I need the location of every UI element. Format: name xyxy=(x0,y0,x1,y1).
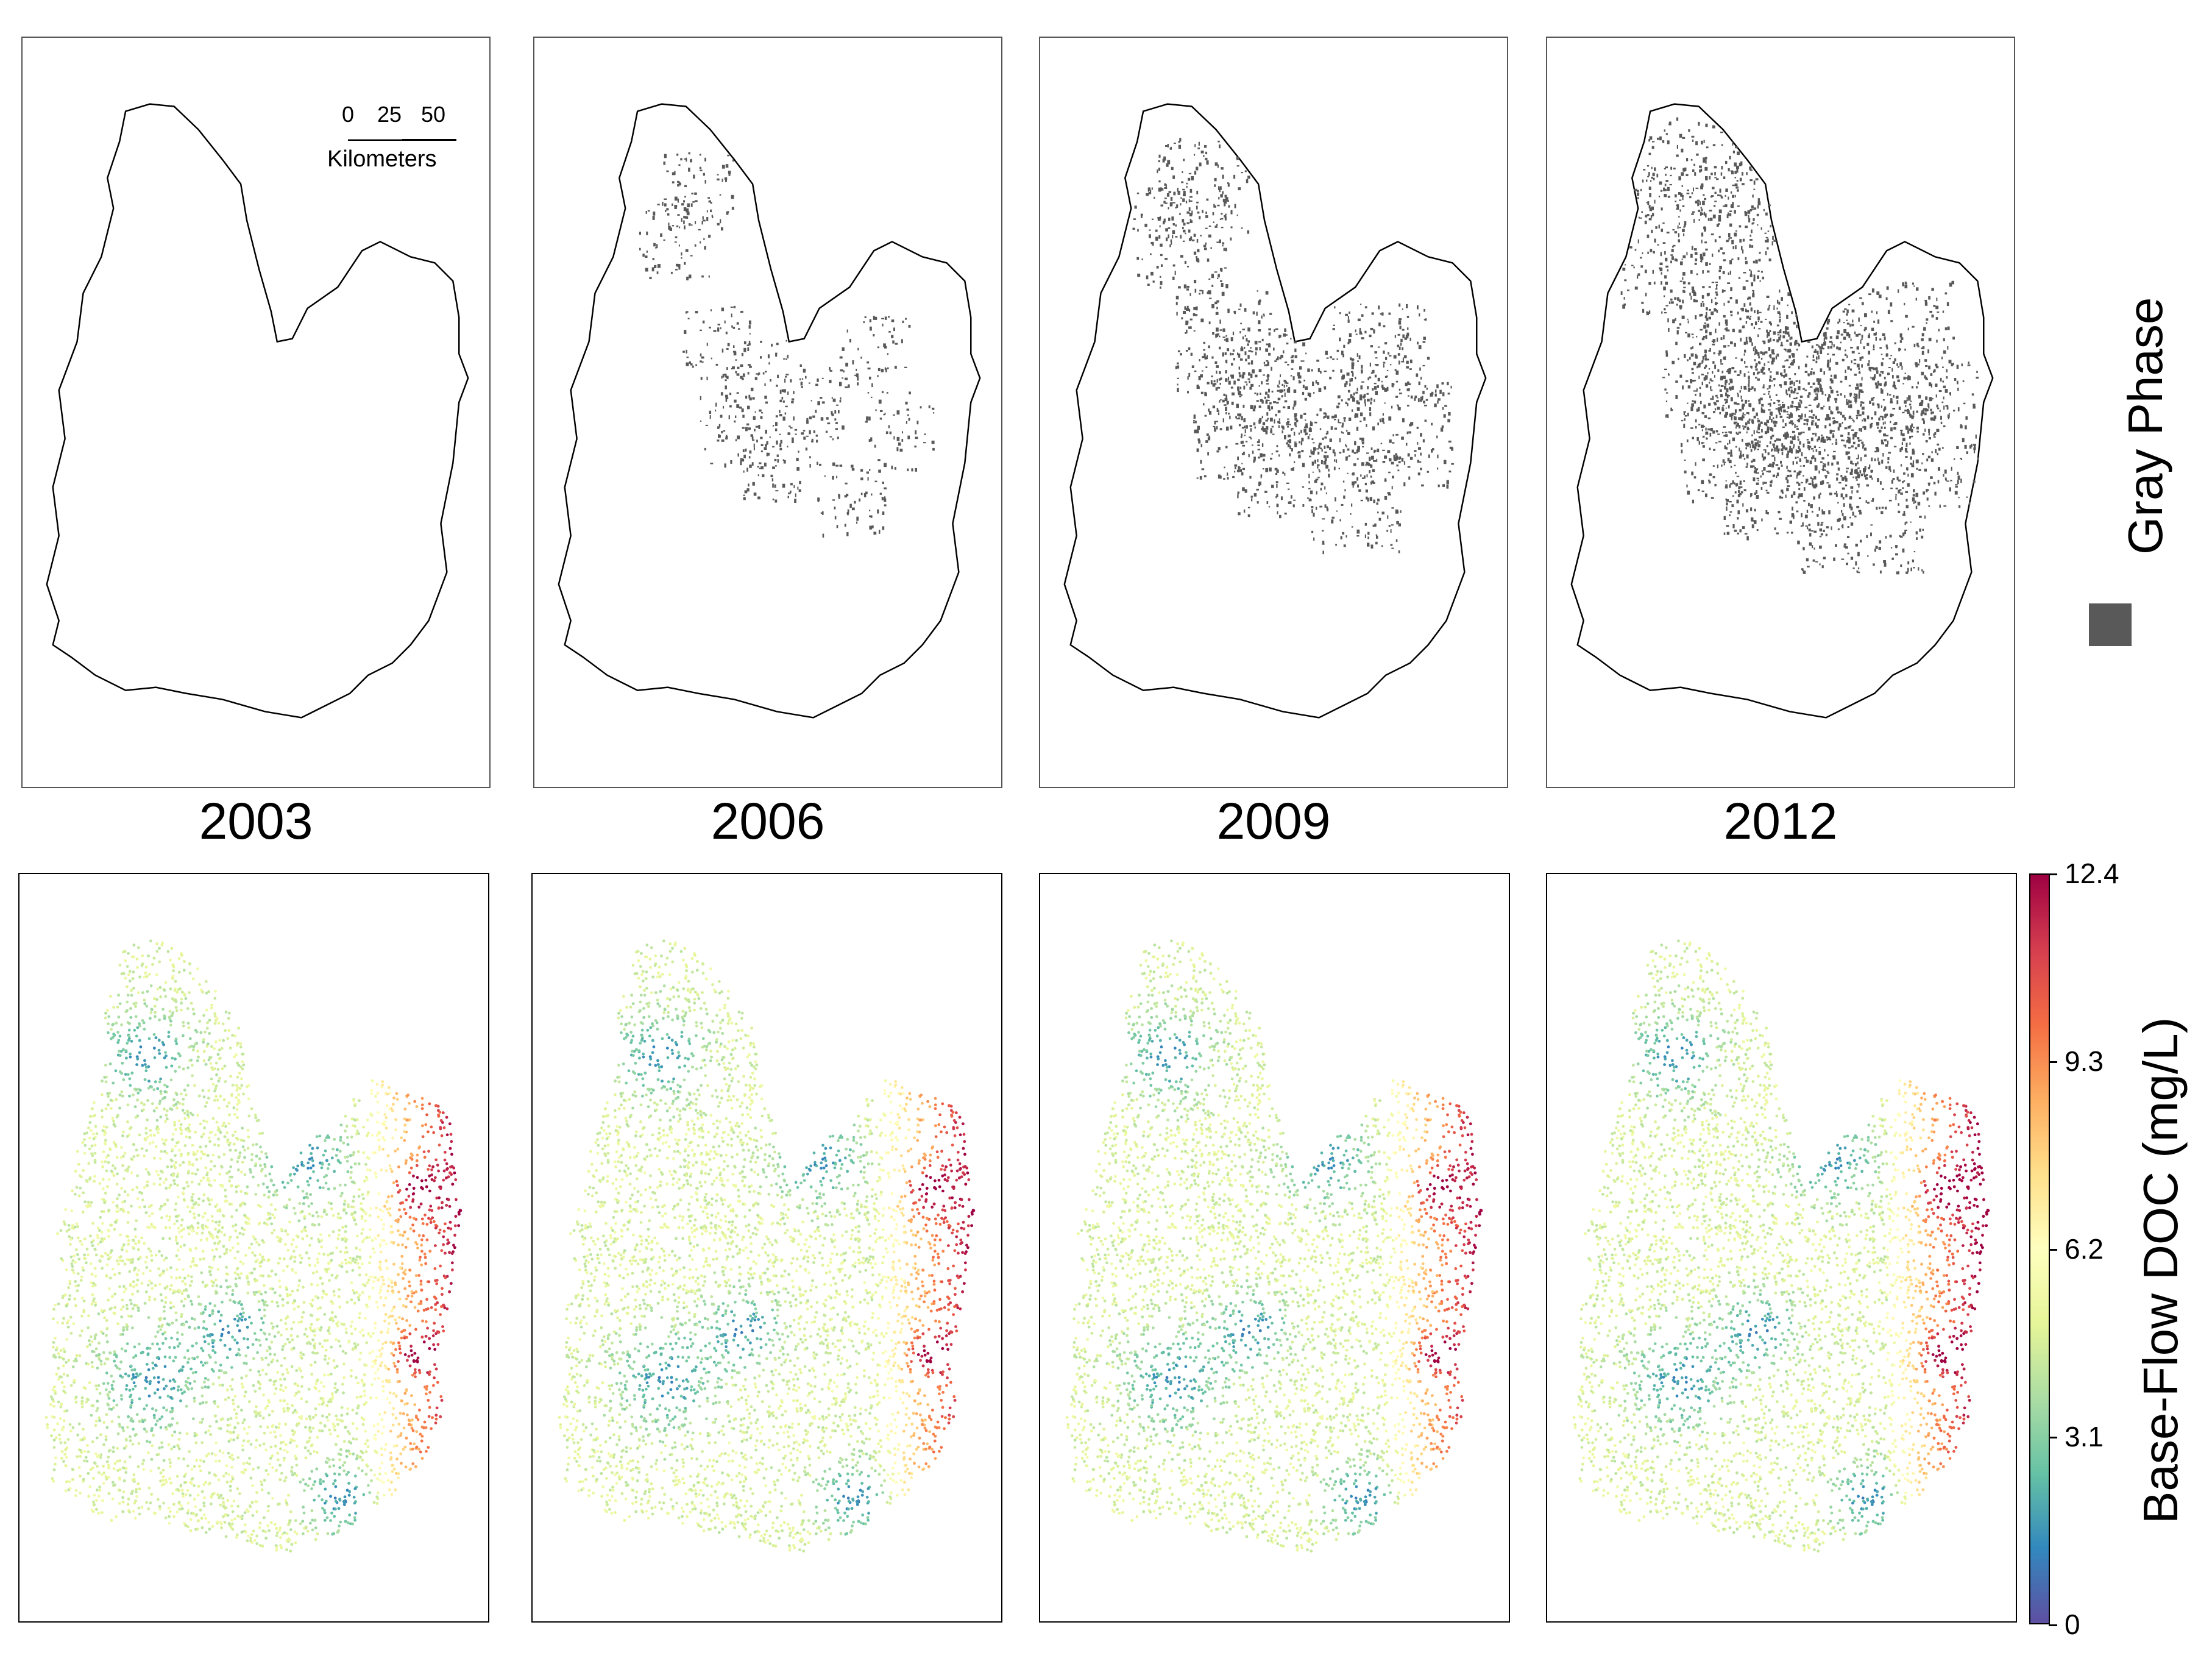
doc-map-2009 xyxy=(1065,939,1483,1553)
scale-bar: 0 25 50 Kilometers xyxy=(321,104,467,177)
gray-phase-map-2006 xyxy=(558,103,981,719)
gray-phase-swatch xyxy=(2089,603,2132,646)
map-panel-2012-gray xyxy=(1546,37,2015,788)
colorbar-tick-label: 0 xyxy=(2049,1610,2080,1638)
gray-phase-label: Gray Phase xyxy=(2118,297,2174,555)
scale-unit: Kilometers xyxy=(327,146,437,172)
year-label-2009: 2009 xyxy=(1039,795,1508,847)
map-panel-2006-gray xyxy=(533,37,1002,788)
colorbar-tick-label: 3.1 xyxy=(2049,1423,2104,1451)
colorbar-tick-label: 9.3 xyxy=(2049,1047,2104,1075)
colorbar-tick-label: 6.2 xyxy=(2049,1235,2104,1263)
doc-colorbar-title-text: Base-Flow DOC (mg/L) xyxy=(2133,1017,2189,1524)
doc-stream-points xyxy=(1065,939,1483,1553)
scale-bar-line xyxy=(348,139,456,141)
gray-phase-map-2012 xyxy=(1570,103,1994,719)
scale-tick-50: 50 xyxy=(421,104,445,126)
gray-phase-legend-title: Gray Phase xyxy=(2118,274,2172,555)
map-panel-2003-doc xyxy=(18,873,489,1623)
gray-phase-map-2003 xyxy=(46,103,469,719)
map-panel-2009-doc xyxy=(1039,873,1510,1623)
scale-tick-0: 0 xyxy=(342,104,354,126)
watershed-outline xyxy=(558,103,981,719)
map-panel-2012-doc xyxy=(1546,873,2017,1623)
watershed-outline xyxy=(46,103,469,719)
year-label-2012: 2012 xyxy=(1546,795,2015,847)
map-panel-2009-gray xyxy=(1039,37,1508,788)
year-label-2006: 2006 xyxy=(533,795,1002,847)
doc-map-2003 xyxy=(44,939,463,1553)
doc-stream-points xyxy=(1572,939,1990,1553)
doc-colorbar-ticks: 0 3.1 6.2 9.3 12.4 xyxy=(2049,859,2123,1638)
gray-phase-pixels xyxy=(1132,138,1455,555)
doc-map-2006 xyxy=(558,939,976,1553)
gray-phase-pixels xyxy=(639,152,935,538)
doc-colorbar xyxy=(2029,873,2050,1624)
doc-colorbar-title: Base-Flow DOC (mg/L) xyxy=(2133,884,2188,1542)
watershed-outline xyxy=(1570,103,1994,719)
doc-stream-points xyxy=(44,939,463,1553)
map-panel-2003-gray: 0 25 50 Kilometers xyxy=(21,37,491,788)
gray-phase-pixels xyxy=(1620,117,1979,575)
colorbar-tick-label: 12.4 xyxy=(2049,859,2119,887)
doc-stream-points xyxy=(558,939,976,1553)
gray-phase-map-2009 xyxy=(1063,103,1487,719)
scale-tick-25: 25 xyxy=(377,104,402,126)
watershed-outline xyxy=(1063,103,1487,719)
map-panel-2006-doc xyxy=(531,873,1002,1623)
doc-map-2012 xyxy=(1572,939,1990,1553)
year-label-2003: 2003 xyxy=(21,795,491,847)
